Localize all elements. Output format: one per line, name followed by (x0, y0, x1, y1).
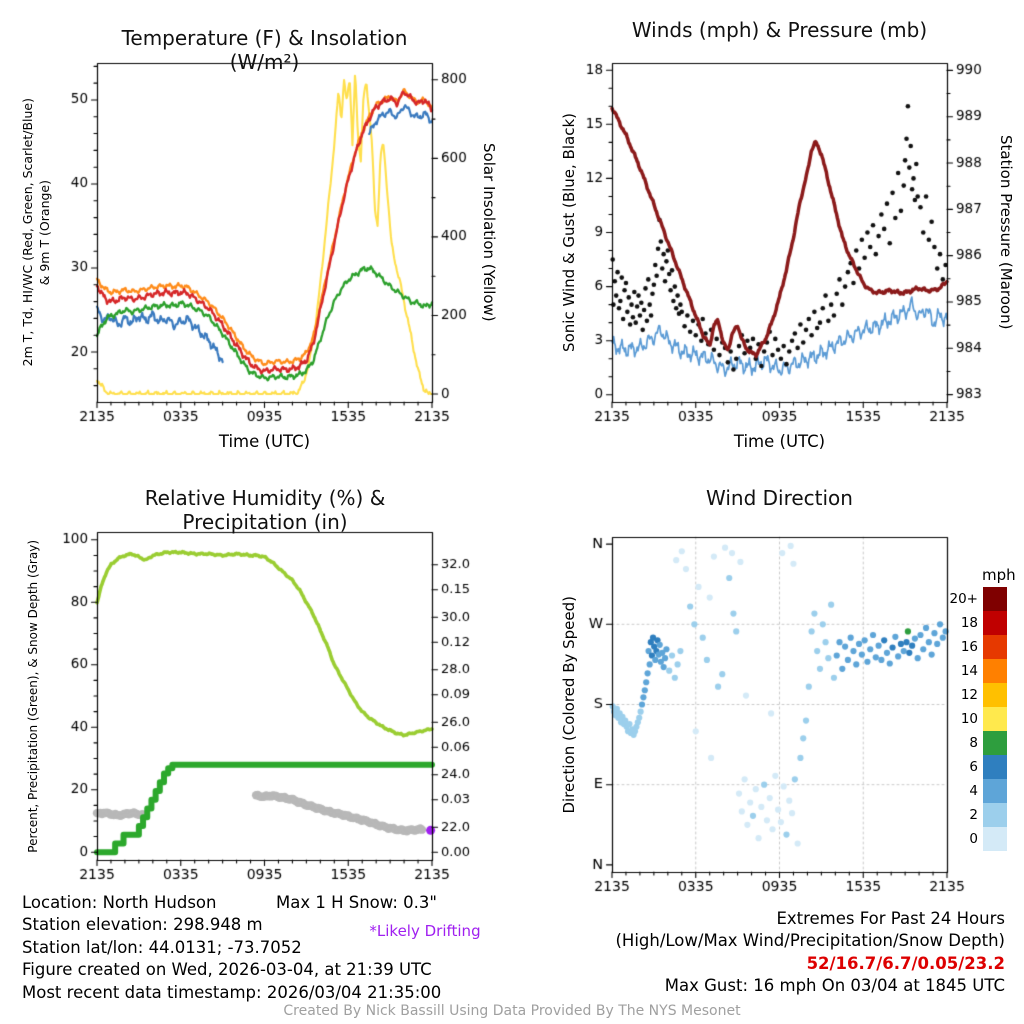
colorbar-label: 6 (969, 759, 978, 775)
colorbar-row: 4 (944, 779, 1007, 803)
credit-line: Created By Nick Bassill Using Data Provi… (283, 1003, 741, 1019)
extremes-title: Extremes For Past 24 Hours (776, 909, 1005, 928)
colorbar-label: 10 (960, 711, 978, 727)
colorbar-swatch (983, 587, 1007, 611)
temp-left-axis-label-line1: 2m T, Td, HI/WC (Red, Green, Scarlet/Blu… (20, 98, 35, 367)
colorbar-swatch (983, 683, 1007, 707)
colorbar-label: 2 (969, 807, 978, 823)
colorbar-row: 8 (944, 731, 1007, 755)
colorbar-swatch (983, 611, 1007, 635)
temp-left-axis-label: 2m T, Td, HI/WC (Red, Green, Scarlet/Blu… (20, 63, 52, 402)
colorbar-swatch (983, 731, 1007, 755)
colorbar-label: 18 (960, 615, 978, 631)
colorbar-swatch (983, 635, 1007, 659)
colorbar-swatch (983, 755, 1007, 779)
wind-xaxis-label: Time (UTC) (733, 432, 826, 451)
colorbar-label: 20+ (949, 591, 979, 607)
colorbar-title: mph (982, 566, 1016, 584)
wind-axis-label: Sonic Wind & Gust (Blue, Black) (560, 113, 578, 352)
colorbar-label: 14 (960, 663, 978, 679)
data-timestamp: Most recent data timestamp: 2026/03/04 2… (22, 982, 442, 1002)
pressure-axis-label: Station Pressure (Maroon) (997, 135, 1015, 330)
colorbar-row: 14 (944, 659, 1007, 683)
chart-title-humidity: Relative Humidity (%) & Precipitation (i… (144, 486, 386, 534)
drifting-note: *Likely Drifting (369, 922, 481, 940)
extremes-subtitle: (High/Low/Max Wind/Precipitation/Snow De… (615, 931, 1005, 951)
temp-left-axis-label-line2: & 9m T (Orange) (37, 179, 52, 286)
colorbar-row: 10 (944, 707, 1007, 731)
wind-speed-colorbar: mph 20+ 18 16 14 12 10 8 6 4 2 0 (944, 566, 1016, 851)
colorbar-label: 12 (960, 687, 978, 703)
colorbar-scale: 20+ 18 16 14 12 10 8 6 4 2 0 (944, 587, 1007, 851)
colorbar-label: 4 (969, 783, 978, 799)
chart-title-temperature: Temperature (F) & Insolation (W/m²) (121, 26, 408, 74)
colorbar-swatch (983, 779, 1007, 803)
station-location: Location: North Hudson (22, 893, 217, 912)
station-latlon: Station lat/lon: 44.0131; -73.7052 (22, 937, 302, 957)
max-snow-note: Max 1 H Snow: 0.3" (275, 893, 437, 912)
colorbar-row: 20+ (944, 587, 1007, 611)
colorbar-swatch (983, 827, 1007, 851)
colorbar-row: 12 (944, 683, 1007, 707)
colorbar-row: 0 (944, 827, 1007, 851)
chart-title-wind-direction: Wind Direction (706, 486, 853, 510)
humidity-axis-label: Percent, Precipitation (Green), & Snow D… (26, 539, 40, 853)
station-elevation: Station elevation: 298.948 m (22, 915, 263, 935)
direction-axis-label: Direction (Colored By Speed) (560, 595, 578, 814)
colorbar-label: 16 (960, 639, 978, 655)
figure-created: Figure created on Wed, 2026-03-04, at 21… (22, 960, 432, 980)
colorbar-swatch (983, 803, 1007, 827)
colorbar-row: 6 (944, 755, 1007, 779)
colorbar-label: 8 (969, 735, 978, 751)
colorbar-label: 0 (969, 831, 978, 847)
colorbar-row: 2 (944, 803, 1007, 827)
colorbar-row: 16 (944, 635, 1007, 659)
extremes-values: 52/16.7/6.7/0.05/23.2 (806, 953, 1005, 973)
colorbar-swatch (983, 659, 1007, 683)
temp-xaxis-label: Time (UTC) (218, 432, 311, 451)
station-info-block: Location: North Hudson Station elevation… (22, 892, 441, 1004)
colorbar-swatch (983, 707, 1007, 731)
colorbar-row: 18 (944, 611, 1007, 635)
extremes-block: Extremes For Past 24 Hours (High/Low/Max… (615, 908, 1005, 998)
chart-title-winds: Winds (mph) & Pressure (mb) (631, 18, 928, 42)
insolation-axis-label: Solar Insolation (Yellow) (480, 143, 498, 322)
max-gust-note: Max Gust: 16 mph On 03/04 at 1845 UTC (664, 976, 1005, 996)
